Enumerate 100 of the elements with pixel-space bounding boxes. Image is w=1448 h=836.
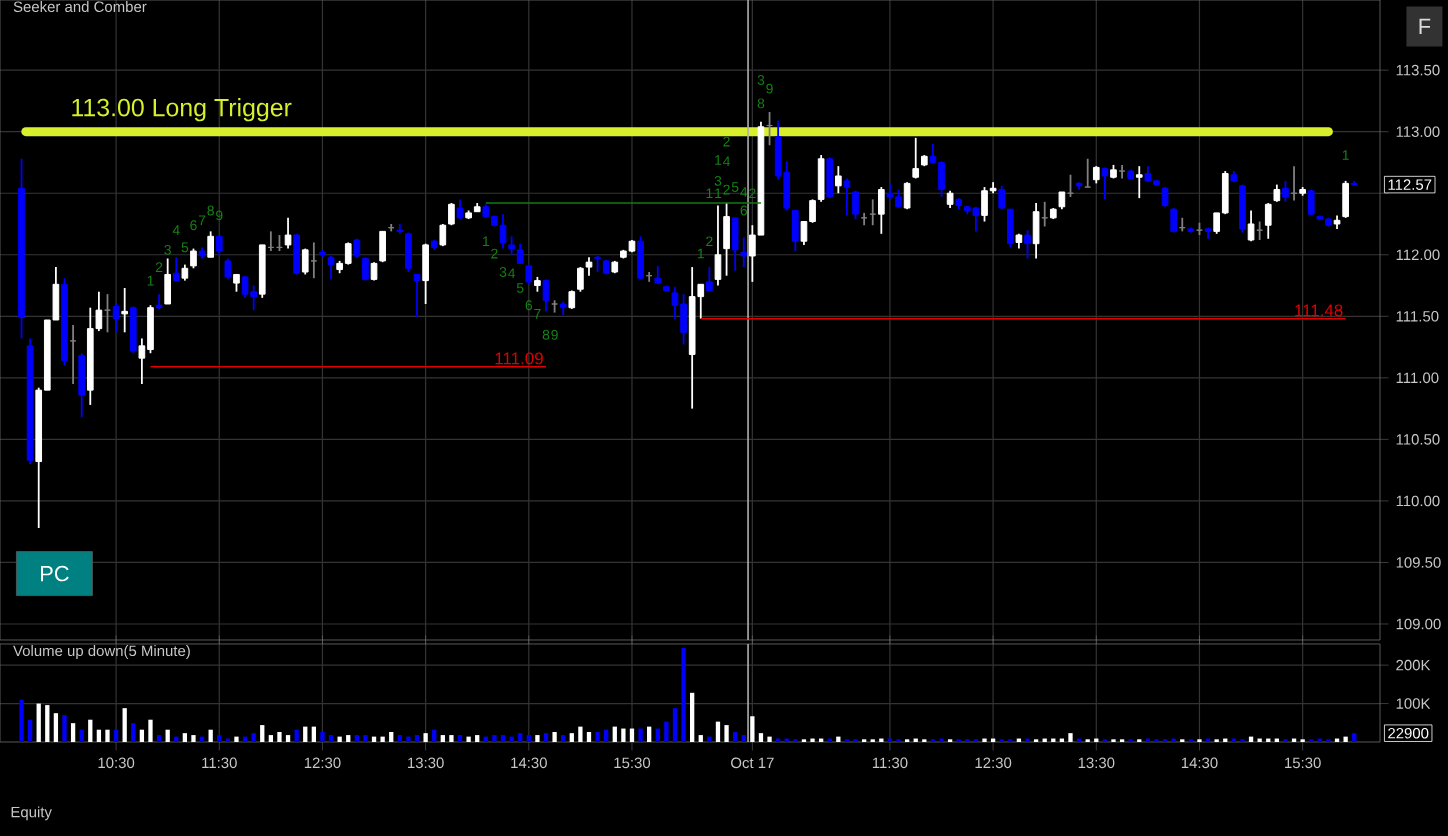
candlestick: [370, 261, 378, 282]
candlestick: [215, 235, 223, 256]
candlestick: [792, 209, 799, 252]
candlestick: [1024, 229, 1031, 260]
bar: [27, 719, 33, 742]
bar: [285, 735, 291, 742]
bar: [604, 729, 609, 742]
bar: [70, 723, 76, 742]
bar: [440, 735, 445, 742]
bar: [260, 725, 265, 742]
candlestick: [112, 303, 120, 334]
bar: [733, 732, 738, 742]
bar: [208, 729, 213, 742]
bar: [629, 728, 635, 742]
bar: [724, 725, 729, 742]
bar: [595, 732, 600, 742]
bar: [509, 736, 514, 742]
bar: [586, 732, 592, 742]
candlestick: [310, 241, 318, 280]
bar: [234, 736, 239, 742]
bar: [122, 708, 127, 742]
bar: [698, 735, 703, 742]
candlestick: [568, 289, 576, 310]
candlestick: [422, 242, 429, 305]
bar: [655, 728, 660, 742]
bar: [268, 735, 273, 742]
bar: [1343, 736, 1348, 742]
bar: [406, 736, 411, 742]
candlestick: [1282, 180, 1289, 203]
candlestick: [912, 136, 920, 180]
annotation: 111.09: [495, 352, 543, 365]
bar: [578, 726, 583, 742]
bar: [449, 735, 454, 742]
candlestick: [327, 255, 335, 281]
candlestick: [706, 266, 713, 292]
bar: [569, 733, 574, 742]
bar: [62, 715, 67, 742]
candlestick: [835, 165, 842, 195]
candlestick: [714, 204, 722, 287]
bar: [328, 735, 334, 742]
annotation: 111.48: [1295, 304, 1343, 317]
candlestick: [508, 235, 515, 256]
bar: [294, 729, 299, 742]
candlestick: [1032, 202, 1040, 260]
candlestick: [456, 198, 464, 220]
bar: [354, 735, 359, 742]
candlestick: [1135, 165, 1143, 200]
bar: [96, 729, 102, 742]
candlestick: [121, 287, 129, 334]
bar: [389, 732, 394, 742]
candlestick: [379, 230, 386, 264]
bar: [363, 735, 368, 742]
candlestick: [1239, 183, 1246, 234]
bar: [561, 735, 566, 742]
bar: [1352, 733, 1357, 742]
bar: [681, 647, 686, 742]
bar: [311, 726, 316, 742]
bar: [715, 721, 721, 742]
bar: [148, 719, 153, 742]
bar: [543, 733, 549, 742]
bar: [156, 735, 162, 742]
candlestick: [1006, 208, 1014, 249]
bar: [19, 699, 24, 742]
bar: [337, 736, 342, 742]
candlestick: [1084, 157, 1092, 188]
bar: [492, 735, 497, 742]
bar: [767, 736, 772, 742]
candlestick: [723, 202, 730, 277]
bar: [612, 726, 617, 742]
bar: [113, 729, 119, 742]
candlestick: [224, 257, 232, 281]
candlestick: [1342, 180, 1349, 219]
bar: [346, 735, 351, 742]
candlestick: [903, 181, 911, 211]
text: F: [1419, 18, 1431, 34]
candlestick: [877, 186, 885, 235]
bar: [750, 716, 755, 742]
bar: [105, 729, 110, 742]
candlestick: [1101, 166, 1109, 201]
candlestick: [577, 266, 584, 293]
candlestick: [413, 273, 421, 319]
bar: [139, 729, 145, 742]
candlestick: [1256, 220, 1263, 241]
bar: [36, 703, 41, 742]
bar: [251, 733, 256, 742]
bar: [690, 692, 695, 742]
candlestick: [1161, 186, 1169, 208]
bar: [88, 719, 93, 742]
bar: [552, 732, 557, 742]
bar: [1068, 733, 1073, 742]
bar: [165, 729, 170, 742]
bar: [320, 732, 325, 742]
bar: [53, 713, 59, 742]
candlestick: [1247, 209, 1255, 243]
candlestick: [542, 278, 550, 313]
bar: [423, 733, 428, 742]
bar: [303, 726, 308, 742]
ref-line-label: 113.00 Long Trigger: [72, 98, 292, 122]
bar: [741, 735, 746, 742]
bar: [638, 728, 643, 742]
